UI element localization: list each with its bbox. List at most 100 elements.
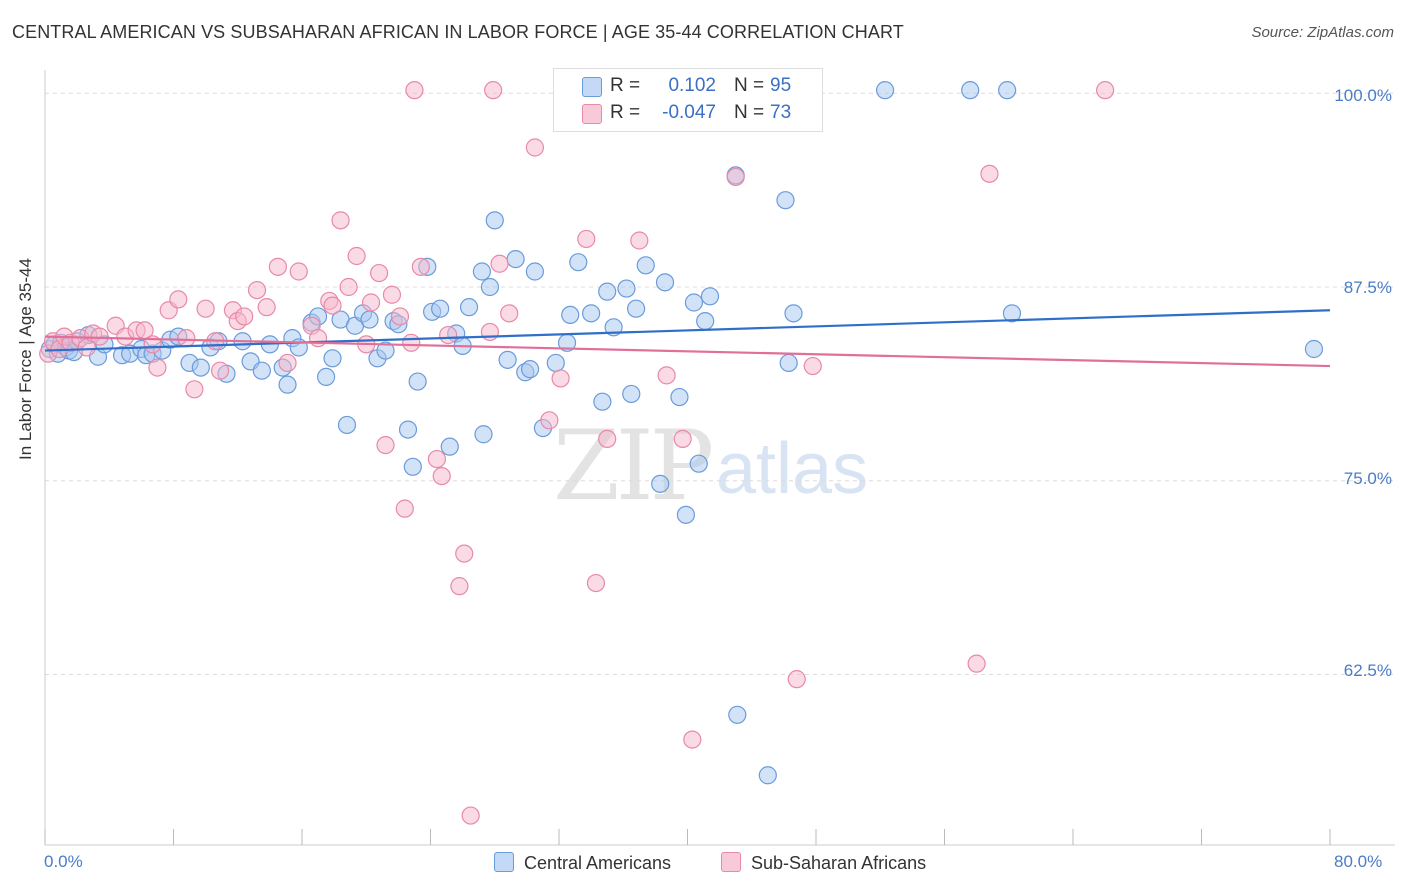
central-american-point (498, 350, 517, 369)
central-american-point (1304, 339, 1324, 359)
subsaharan-african-point (278, 353, 297, 373)
central-american-point (569, 253, 588, 272)
subsaharan-african-point (196, 299, 215, 318)
central-american-point (480, 277, 500, 297)
central-american-point (376, 341, 395, 360)
central-american-point (403, 457, 422, 476)
subsaharan-african-point (630, 231, 649, 250)
central-american-point (961, 81, 980, 100)
central-american-point (776, 191, 795, 210)
central-american-point (485, 211, 504, 230)
central-american-point (398, 420, 418, 439)
subsaharan-african-point (339, 277, 358, 297)
central-american-point (191, 358, 210, 377)
central-american-point (459, 298, 479, 317)
y-tick-label-75: 75.0% (1343, 469, 1392, 488)
subsaharan-african-point (480, 322, 500, 342)
subsaharan-african-point (405, 81, 424, 100)
subsaharan-african-point (185, 380, 204, 399)
legend-item-subsaharan-africans: Sub-Saharan Africans (721, 852, 926, 874)
n-value: 95 (770, 75, 792, 96)
subsaharan-african-point (787, 670, 806, 689)
central-american-point (758, 766, 777, 785)
legend-label: Sub-Saharan Africans (751, 853, 927, 873)
subsaharan-african-point (577, 229, 596, 249)
subsaharan-african-point (331, 211, 350, 230)
central-american-point (689, 454, 708, 473)
central-american-point (360, 310, 379, 329)
central-american-point (626, 299, 646, 318)
subsaharan-african-point (657, 366, 676, 385)
subsaharan-african-point (402, 333, 421, 352)
subsaharan-african-point (90, 327, 109, 346)
legend-swatch-blue (494, 852, 514, 872)
central-american-point (337, 415, 357, 435)
central-american-point (670, 387, 689, 407)
y-tick-label-62-5: 62.5% (1343, 661, 1392, 680)
legend-swatch-blue (582, 77, 602, 97)
central-american-point (316, 367, 336, 386)
legend-swatch-pink (582, 104, 602, 124)
subsaharan-african-point (540, 411, 559, 430)
subsaharan-african-point (525, 138, 545, 157)
subsaharan-african-point (980, 164, 999, 183)
subsaharan-african-point (210, 361, 230, 380)
subsaharan-african-trendline (44, 335, 1331, 368)
central-american-trendline (44, 309, 1331, 352)
central-american-point (636, 256, 655, 275)
subsaharan-african-point (673, 429, 692, 448)
subsaharan-african-point (1096, 81, 1115, 100)
n-label: N = (734, 102, 765, 123)
watermark-atlas: atlas (716, 429, 869, 509)
central-american-point (784, 304, 803, 323)
central-american-point (998, 81, 1017, 100)
central-american-point (561, 305, 580, 324)
central-american-point (520, 360, 540, 379)
central-american-point (779, 353, 798, 373)
x-tick-label-min: 0.0% (44, 852, 83, 871)
subsaharan-african-point (148, 358, 167, 377)
central-american-point (525, 262, 545, 281)
central-american-point (506, 250, 525, 269)
central-american-point (408, 372, 427, 391)
central-american-point (622, 384, 641, 404)
central-american-point (278, 375, 297, 394)
y-tick-label-87-5: 87.5% (1343, 278, 1392, 297)
y-axis-label: In Labor Force | Age 35-44 (16, 258, 35, 460)
subsaharan-african-point (726, 167, 745, 187)
central-american-point (431, 299, 450, 318)
subsaharan-african-point (361, 293, 381, 312)
central-american-point (472, 262, 491, 281)
subsaharan-african-point (455, 544, 474, 563)
central-american-point (546, 353, 565, 373)
r-label: R = (610, 75, 641, 96)
subsaharan-african-point (598, 429, 617, 448)
subsaharan-african-point (461, 806, 480, 825)
r-label: R = (610, 102, 641, 123)
subsaharan-african-point (268, 257, 288, 276)
legend-label: Central Americans (524, 853, 672, 873)
r-value: 0.102 (668, 75, 716, 96)
central-american-point (655, 273, 675, 292)
subsaharan-african-point (390, 307, 410, 326)
central-american-point (875, 81, 895, 100)
n-value: 73 (770, 102, 792, 123)
subsaharan-african-point (169, 290, 188, 309)
central-american-point (728, 705, 747, 724)
central-american-point (696, 312, 715, 331)
source-label: Source: ZipAtlas.com (1251, 24, 1394, 41)
r-value: -0.047 (662, 102, 716, 123)
subsaharan-african-point (257, 298, 276, 317)
central-american-point (676, 505, 695, 524)
subsaharan-african-point (347, 246, 366, 266)
subsaharan-african-point (450, 577, 469, 596)
central-american-point (440, 437, 459, 456)
central-american-point (252, 361, 271, 380)
x-tick-label-max: 80.0% (1334, 852, 1383, 871)
y-tick-label-100: 100.0% (1334, 86, 1392, 105)
subsaharan-african-point (500, 304, 519, 323)
subsaharan-african-point (683, 730, 702, 749)
n-label: N = (734, 75, 765, 96)
subsaharan-african-point (439, 325, 458, 345)
